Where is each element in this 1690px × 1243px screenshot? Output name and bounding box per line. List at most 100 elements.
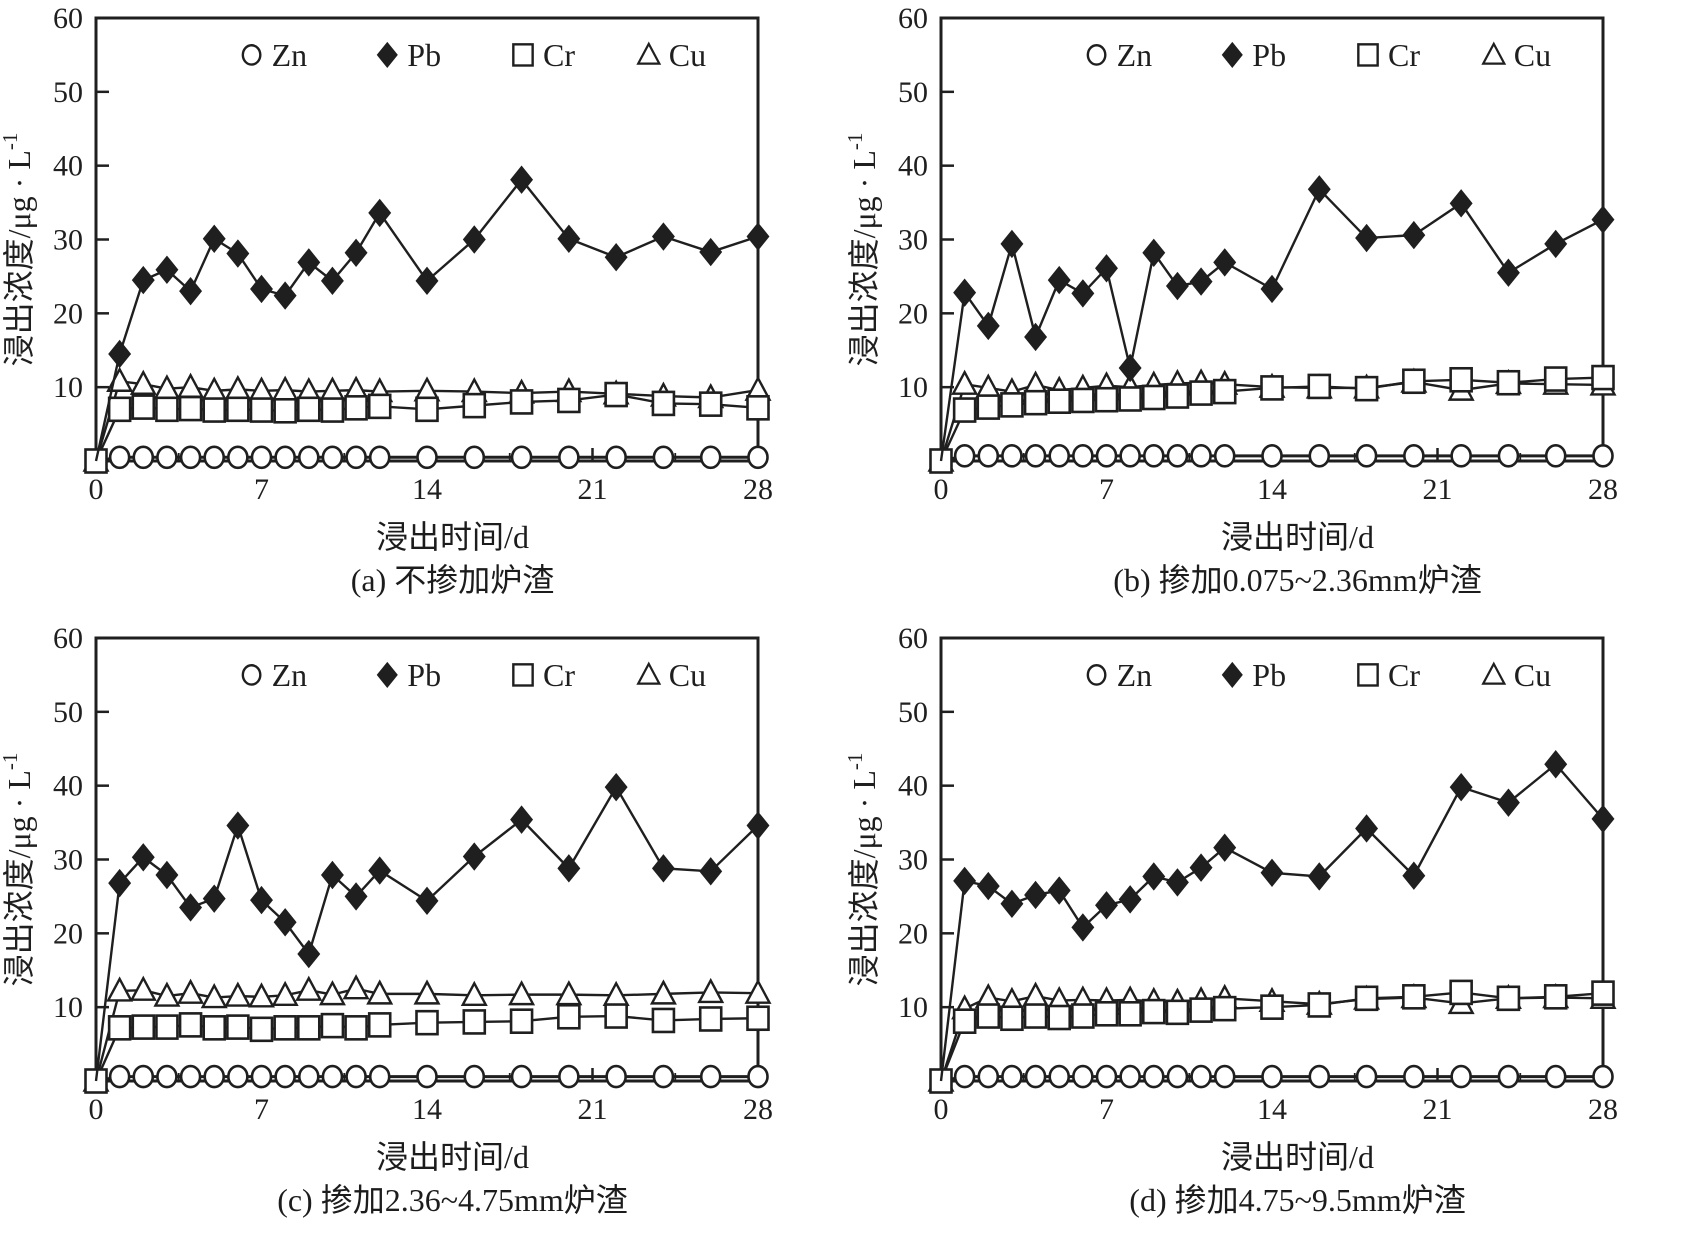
point-pb <box>250 274 273 304</box>
point-pb <box>510 165 534 194</box>
point-cr <box>1023 1003 1048 1029</box>
point-zn <box>1544 444 1567 468</box>
point-cu <box>744 978 772 1004</box>
y-axis-label: 浸出浓度/μg · L-1 <box>845 753 882 987</box>
x-tick-label: 14 <box>412 1093 442 1126</box>
x-tick-label: 14 <box>1257 473 1287 506</box>
point-cr <box>202 397 227 423</box>
legend-label-zn: Zn <box>272 37 308 73</box>
point-pb <box>1071 913 1095 942</box>
point-cu <box>295 975 323 1001</box>
point-zn <box>1048 1064 1071 1089</box>
legend-marker-cr <box>1357 663 1379 687</box>
y-tick-label: 50 <box>898 76 928 109</box>
point-zn <box>747 1064 769 1089</box>
y-axis-label: 浸出浓度/μg · L-1 <box>0 133 37 367</box>
point-cu <box>247 982 276 1008</box>
point-pb <box>1047 265 1071 295</box>
legend-label-cu: Cu <box>669 37 706 73</box>
point-cr <box>1496 985 1521 1012</box>
x-tick-label: 0 <box>89 473 104 506</box>
point-zn <box>203 445 226 470</box>
point-zn <box>463 445 486 470</box>
point-cr <box>698 1006 723 1032</box>
point-cu <box>555 980 583 1006</box>
point-zn <box>558 1064 580 1089</box>
point-zn <box>1308 444 1331 468</box>
point-zn <box>250 1064 273 1089</box>
legend-label-zn: Zn <box>1117 657 1153 693</box>
point-cu <box>649 979 677 1005</box>
point-pb <box>155 860 179 890</box>
point-zn <box>510 1064 533 1089</box>
point-pb <box>746 222 770 251</box>
legend-marker-cu <box>636 661 662 685</box>
point-cr <box>1591 980 1615 1006</box>
point-pb <box>226 811 250 840</box>
point-cr <box>1212 378 1237 405</box>
legend-marker-cu <box>636 41 662 65</box>
point-zn <box>953 444 976 468</box>
point-cr <box>509 1008 534 1034</box>
x-tick-label: 21 <box>578 1093 608 1126</box>
point-zn <box>1261 444 1283 468</box>
legend-label-cr: Cr <box>543 657 575 693</box>
x-tick-label: 0 <box>934 1093 949 1126</box>
x-tick-label: 21 <box>578 473 608 506</box>
x-axis-label-b: 浸出时间/d <box>1221 519 1374 555</box>
point-pb <box>604 243 628 272</box>
point-zn <box>321 1064 344 1089</box>
panel-d: 10 20 30 40 50 60 0 7 14 21 28 浸出浓度/μg · L-1 Zn Pb Cr C… <box>845 622 1690 1242</box>
point-pb <box>1095 891 1118 920</box>
point-cr <box>178 1012 203 1038</box>
point-cr <box>155 396 179 423</box>
point-cu <box>271 980 299 1007</box>
x-axis-label-a: 浸出时间/d <box>376 519 529 555</box>
point-pb <box>1307 175 1331 204</box>
point-zn <box>1190 1064 1212 1089</box>
legend-label-cr: Cr <box>1388 657 1420 693</box>
point-zn <box>1355 1064 1378 1089</box>
y-tick-label: 60 <box>53 622 83 655</box>
y-tick-label: 30 <box>53 844 83 877</box>
chart-panel-b: 10 20 30 40 50 60 0 7 14 21 28 浸出浓度/μg · L-1 Zn Pb Cr C… <box>845 2 1618 506</box>
point-cr <box>202 1015 227 1041</box>
point-cu <box>106 976 134 1002</box>
point-cr <box>1354 985 1379 1012</box>
point-zn <box>274 1064 296 1089</box>
point-cr <box>1165 999 1190 1026</box>
point-cr <box>107 1015 132 1041</box>
point-cr <box>273 1015 297 1041</box>
point-cr <box>344 395 368 421</box>
x-tick-label: 14 <box>1257 1093 1287 1126</box>
legend-marker-zn <box>1086 664 1107 686</box>
point-zn <box>297 445 320 470</box>
y-tick-label: 10 <box>53 371 83 404</box>
y-tick-label: 40 <box>53 770 83 803</box>
point-pb <box>1024 880 1048 910</box>
point-cr <box>1118 386 1142 412</box>
point-zn <box>1119 444 1141 468</box>
y-tick-label: 50 <box>898 696 928 729</box>
point-cr <box>651 390 676 417</box>
x-tick-label: 21 <box>1423 1093 1453 1126</box>
point-zn <box>203 1064 226 1089</box>
point-zn <box>1355 444 1378 468</box>
point-pb <box>1496 788 1520 817</box>
point-cr <box>1354 375 1379 402</box>
point-cr <box>1071 1003 1095 1029</box>
point-cr <box>1449 366 1473 393</box>
y-tick-label: 60 <box>53 2 83 35</box>
point-cu <box>951 369 979 395</box>
y-tick-label: 20 <box>898 917 928 950</box>
point-cr <box>462 1009 487 1035</box>
legend-label-pb: Pb <box>407 657 441 693</box>
point-zn <box>463 1064 486 1089</box>
point-zn <box>1497 1064 1520 1089</box>
point-zn <box>747 445 769 470</box>
point-zn <box>1001 444 1023 468</box>
point-pb <box>415 266 439 296</box>
point-cr <box>462 392 487 419</box>
point-pb <box>273 281 297 310</box>
point-cu <box>129 975 157 1001</box>
